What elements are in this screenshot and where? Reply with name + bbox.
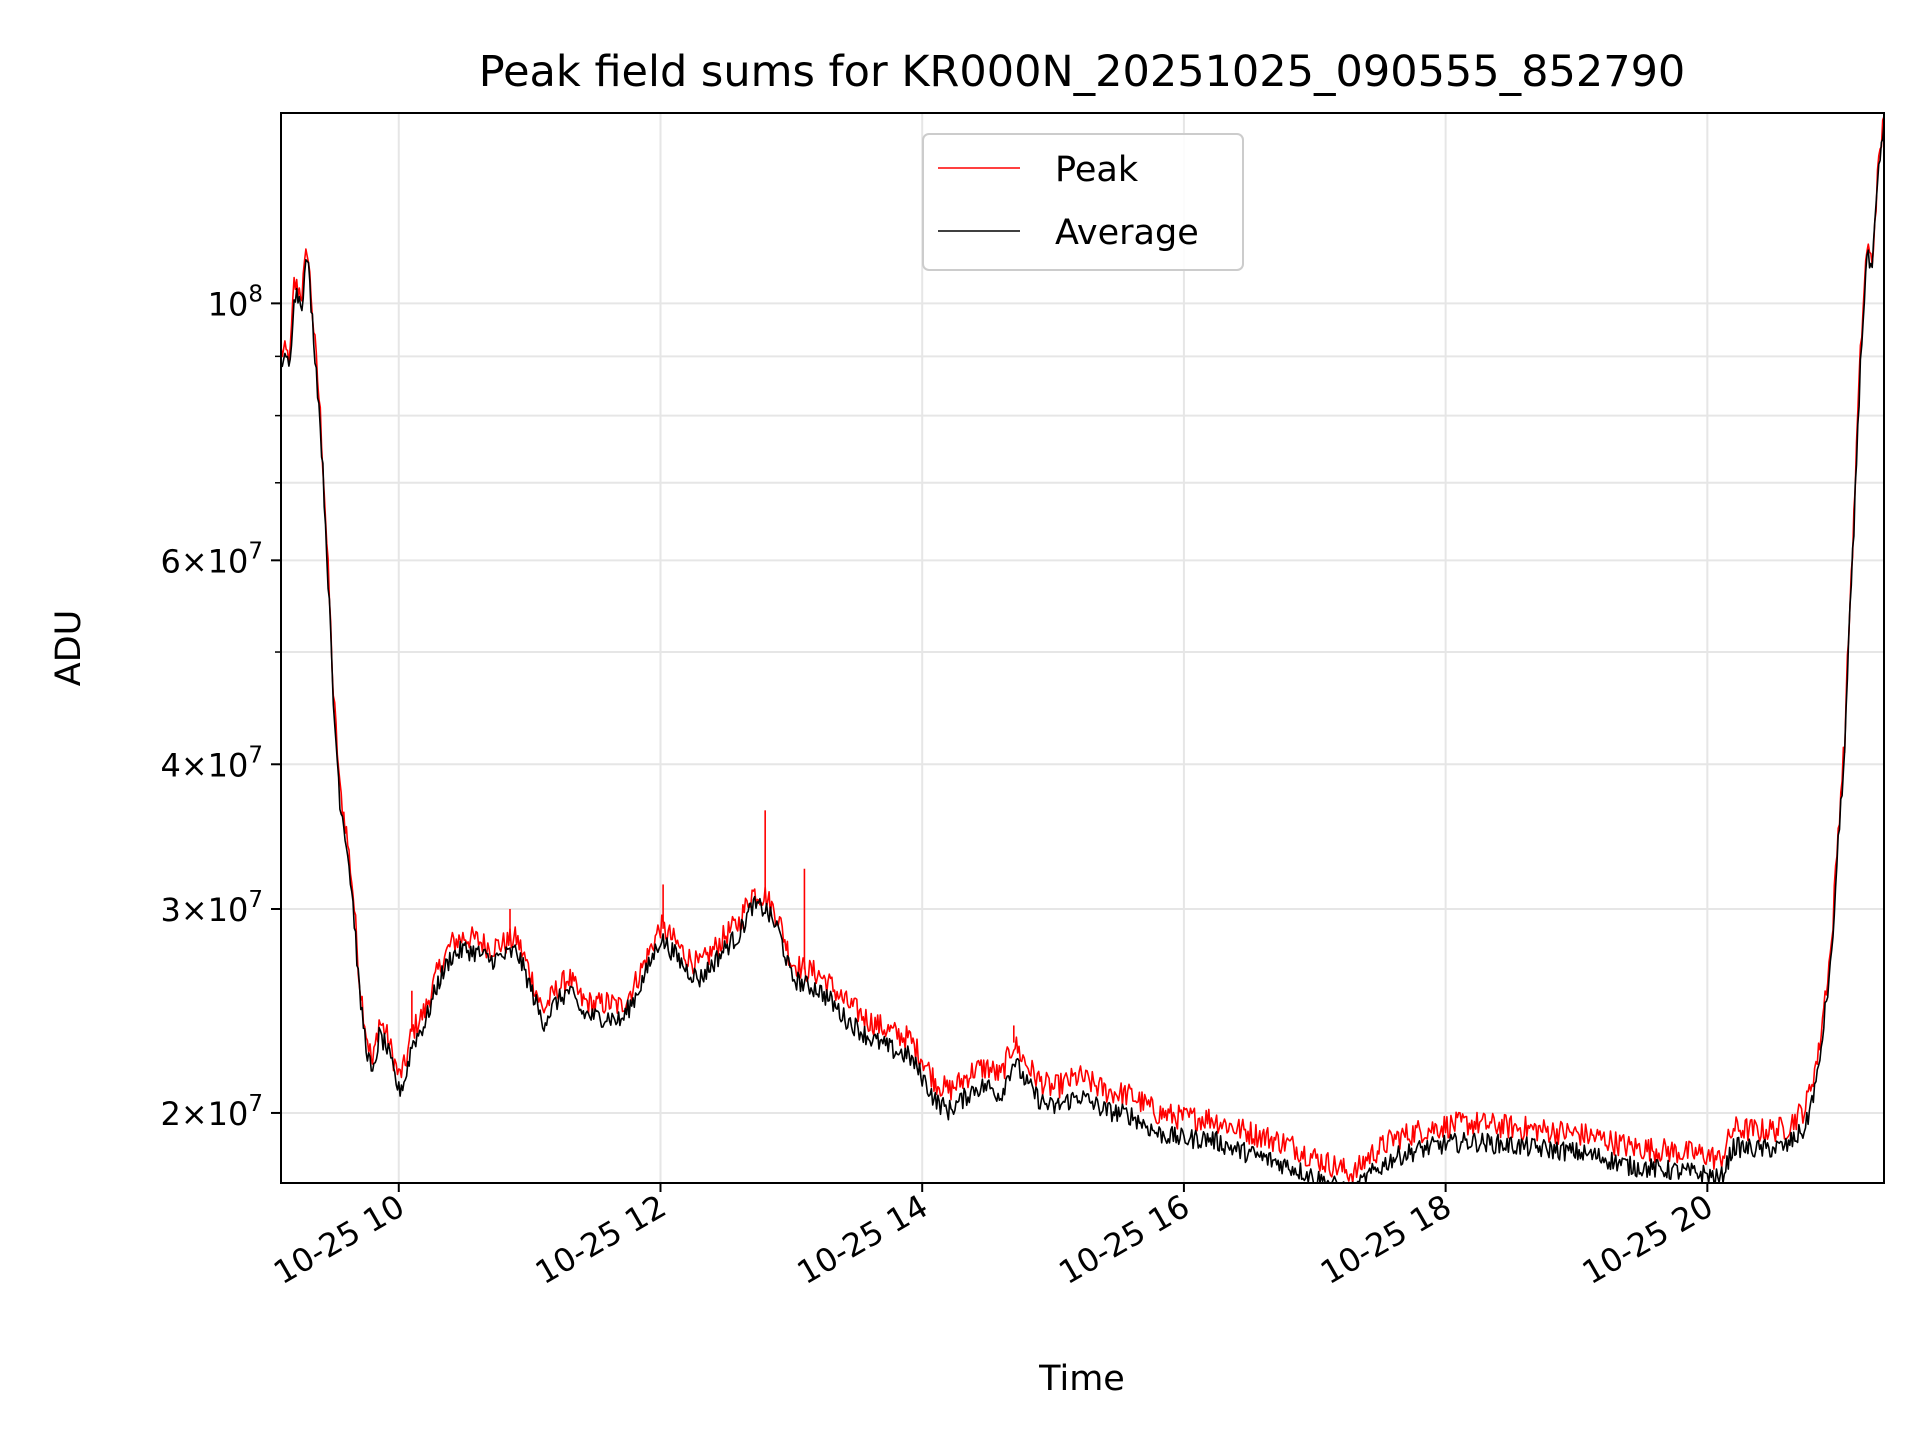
legend-label-peak: Peak [1055,150,1139,190]
grid [281,113,1884,1183]
plot-series [281,116,1884,1183]
y-axis-label: ADU [49,610,89,687]
series-line-peak [281,116,1884,1183]
y-tick-label: 3×107 [160,887,263,929]
y-tick-label: 108 [208,281,263,323]
series-line-average [281,123,1884,1183]
y-tick-label: 6×107 [160,538,263,580]
chart-title: Peak field sums for KR000N_20251025_0905… [479,47,1686,97]
plot-frame [280,112,1885,1184]
y-axis: 2×107 3×107 4×107 6×107 108 [160,281,281,1133]
y-tick-label: 2×107 [160,1091,263,1133]
legend: Peak Average [922,133,1244,271]
x-axis-label: Time [1038,1359,1125,1399]
legend-label-average: Average [1055,213,1199,253]
y-tick-label: 4×107 [160,742,263,784]
